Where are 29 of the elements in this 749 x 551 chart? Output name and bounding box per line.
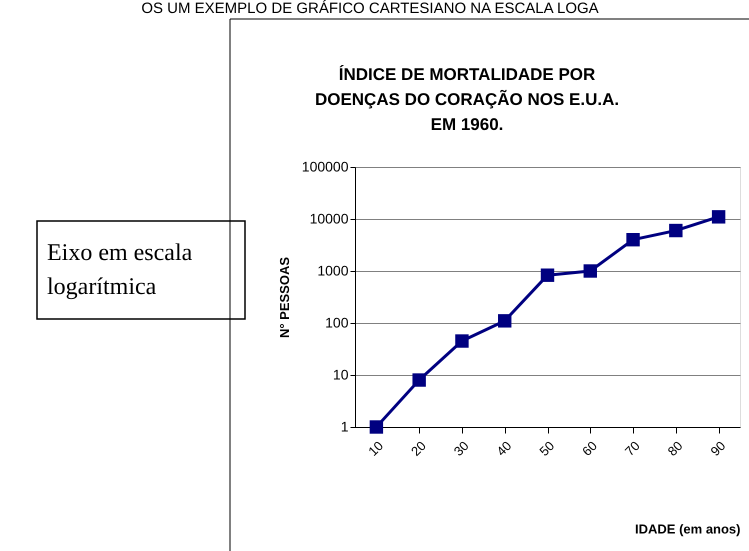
x-tick-label: 20 xyxy=(408,438,429,459)
x-tick-label: 60 xyxy=(579,438,600,459)
point xyxy=(584,264,597,278)
point xyxy=(498,314,512,328)
point xyxy=(540,268,554,282)
text: OS UM EXEMPLO DE GRÁFICO CARTESIANO NA ESCALA LOGA xyxy=(141,0,599,17)
x-tick-label: 30 xyxy=(450,438,472,459)
y-tick-label: 1 xyxy=(340,418,349,434)
point xyxy=(669,224,683,238)
point xyxy=(455,334,469,348)
x-tick-label: 80 xyxy=(664,438,686,459)
point xyxy=(626,232,640,246)
y-tick-label: 1000 xyxy=(317,262,349,278)
x-tick-label: 50 xyxy=(536,438,558,459)
text: Eixo em escala logarítmica xyxy=(47,240,193,300)
x-tick-label: 70 xyxy=(622,438,643,459)
x-axis-title: IDADE (em anos) xyxy=(635,522,740,536)
x-tick-label: 90 xyxy=(707,438,728,459)
y-tick-label: 10000 xyxy=(310,210,349,226)
y-axis-title: N° PESSOAS xyxy=(276,256,292,338)
point xyxy=(712,210,726,224)
y-tick-label: 100000 xyxy=(302,158,349,174)
y-tick-label: 10 xyxy=(332,366,349,382)
point xyxy=(412,373,426,387)
y-tick-label: 100 xyxy=(325,314,349,330)
point xyxy=(370,420,384,434)
x-tick-label: 10 xyxy=(365,438,386,459)
x-tick-label: 40 xyxy=(494,438,514,459)
chart-title: ÍNDICE DE MORTALIDADE POR DOENÇAS DO CORAÇÃO NOS E.U.A. EM 1960. xyxy=(314,64,620,134)
